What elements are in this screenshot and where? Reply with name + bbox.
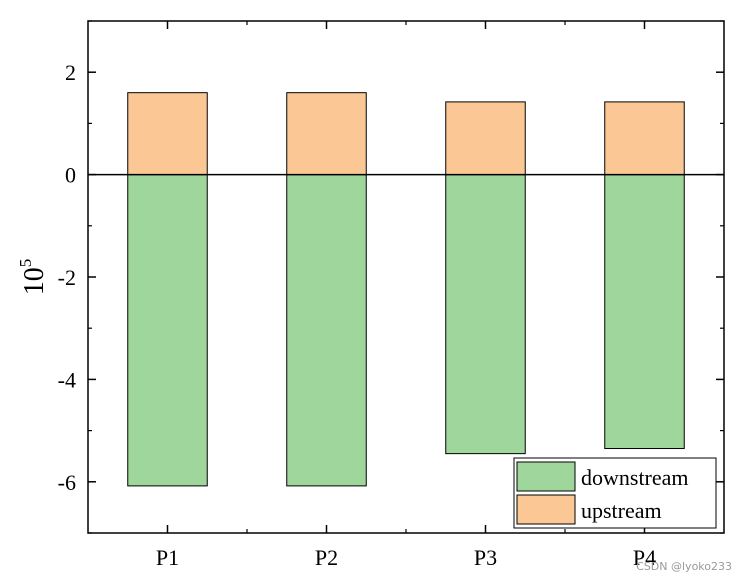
legend-swatch-upstream	[516, 494, 576, 525]
y-tick-label: 0	[65, 163, 76, 188]
bar-downstream-p2	[286, 174, 367, 487]
legend-label-upstream: upstream	[581, 498, 662, 523]
bar-upstream-p3	[445, 101, 526, 176]
bars-group	[127, 92, 685, 487]
bar-downstream-p4	[604, 174, 685, 450]
x-tick-label-p2: P2	[315, 545, 338, 570]
y-axis-label-exponent: 5	[16, 259, 35, 268]
x-axis: P1 P2 P3 P4	[156, 21, 656, 570]
bar-downstream-p1	[127, 174, 208, 487]
watermark-text: CSDN @lyoko233	[636, 560, 732, 573]
y-tick-label: 2	[65, 60, 76, 85]
bar-upstream-p4	[604, 101, 685, 176]
y-axis: 2 0 -2 -4 -6	[58, 20, 724, 534]
y-axis-label-base: 10	[19, 267, 50, 295]
legend: downstream upstream	[513, 457, 717, 529]
x-tick-label-p3: P3	[474, 545, 497, 570]
bar-upstream-p2	[286, 92, 367, 176]
bar-upstream-p1	[127, 92, 208, 176]
y-axis-label: 105	[16, 259, 50, 296]
y-tick-label: -4	[58, 367, 76, 392]
x-tick-label-p1: P1	[156, 545, 179, 570]
y-tick-label: -2	[58, 265, 76, 290]
legend-swatch-downstream	[516, 461, 576, 492]
legend-label-downstream: downstream	[581, 465, 689, 490]
x-tick-label-p4: P4	[633, 545, 656, 570]
y-tick-label: -6	[58, 470, 76, 495]
bar-downstream-p3	[445, 174, 526, 455]
